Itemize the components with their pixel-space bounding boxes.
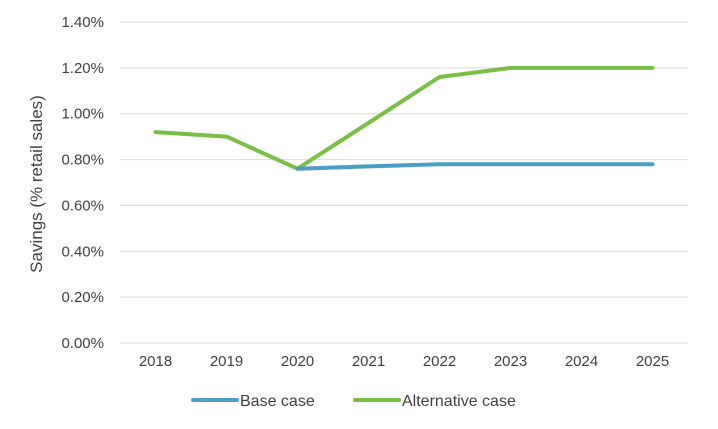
y-axis-label: Savings (% retail sales) bbox=[27, 95, 46, 273]
x-tick-label: 2018 bbox=[139, 353, 172, 370]
x-tick-label: 2020 bbox=[281, 353, 314, 370]
x-tick-label: 2022 bbox=[423, 353, 456, 370]
y-tick-label: 1.20% bbox=[61, 60, 104, 77]
gridlines bbox=[120, 21, 688, 344]
x-tick-label: 2025 bbox=[636, 353, 669, 370]
series-line-alternative-case bbox=[153, 65, 655, 171]
x-tick-label: 2019 bbox=[210, 353, 243, 370]
y-tick-label: 0.60% bbox=[61, 197, 104, 214]
y-tick-label: 0.20% bbox=[61, 289, 104, 306]
legend-label: Base case bbox=[240, 393, 315, 410]
x-axis-ticks: 2018 2019 2020 2021 2022 2023 2024 2025 bbox=[139, 353, 669, 370]
y-axis-ticks: 0.00% 0.20% 0.40% 0.60% 0.80% 1.00% 1.20% 1.40% bbox=[61, 14, 104, 352]
series-line-base-case bbox=[295, 162, 655, 171]
x-tick-label: 2023 bbox=[494, 353, 527, 370]
y-tick-label: 0.00% bbox=[61, 335, 104, 352]
y-tick-label: 1.00% bbox=[61, 106, 104, 123]
y-tick-label: 1.40% bbox=[61, 14, 104, 31]
series-lines bbox=[153, 65, 655, 171]
x-tick-label: 2021 bbox=[352, 353, 385, 370]
legend-label: Alternative case bbox=[402, 393, 516, 410]
y-tick-label: 0.40% bbox=[61, 243, 104, 260]
x-tick-label: 2024 bbox=[565, 353, 598, 370]
y-tick-label: 0.80% bbox=[61, 152, 104, 169]
legend: Base case Alternative case bbox=[191, 393, 516, 410]
